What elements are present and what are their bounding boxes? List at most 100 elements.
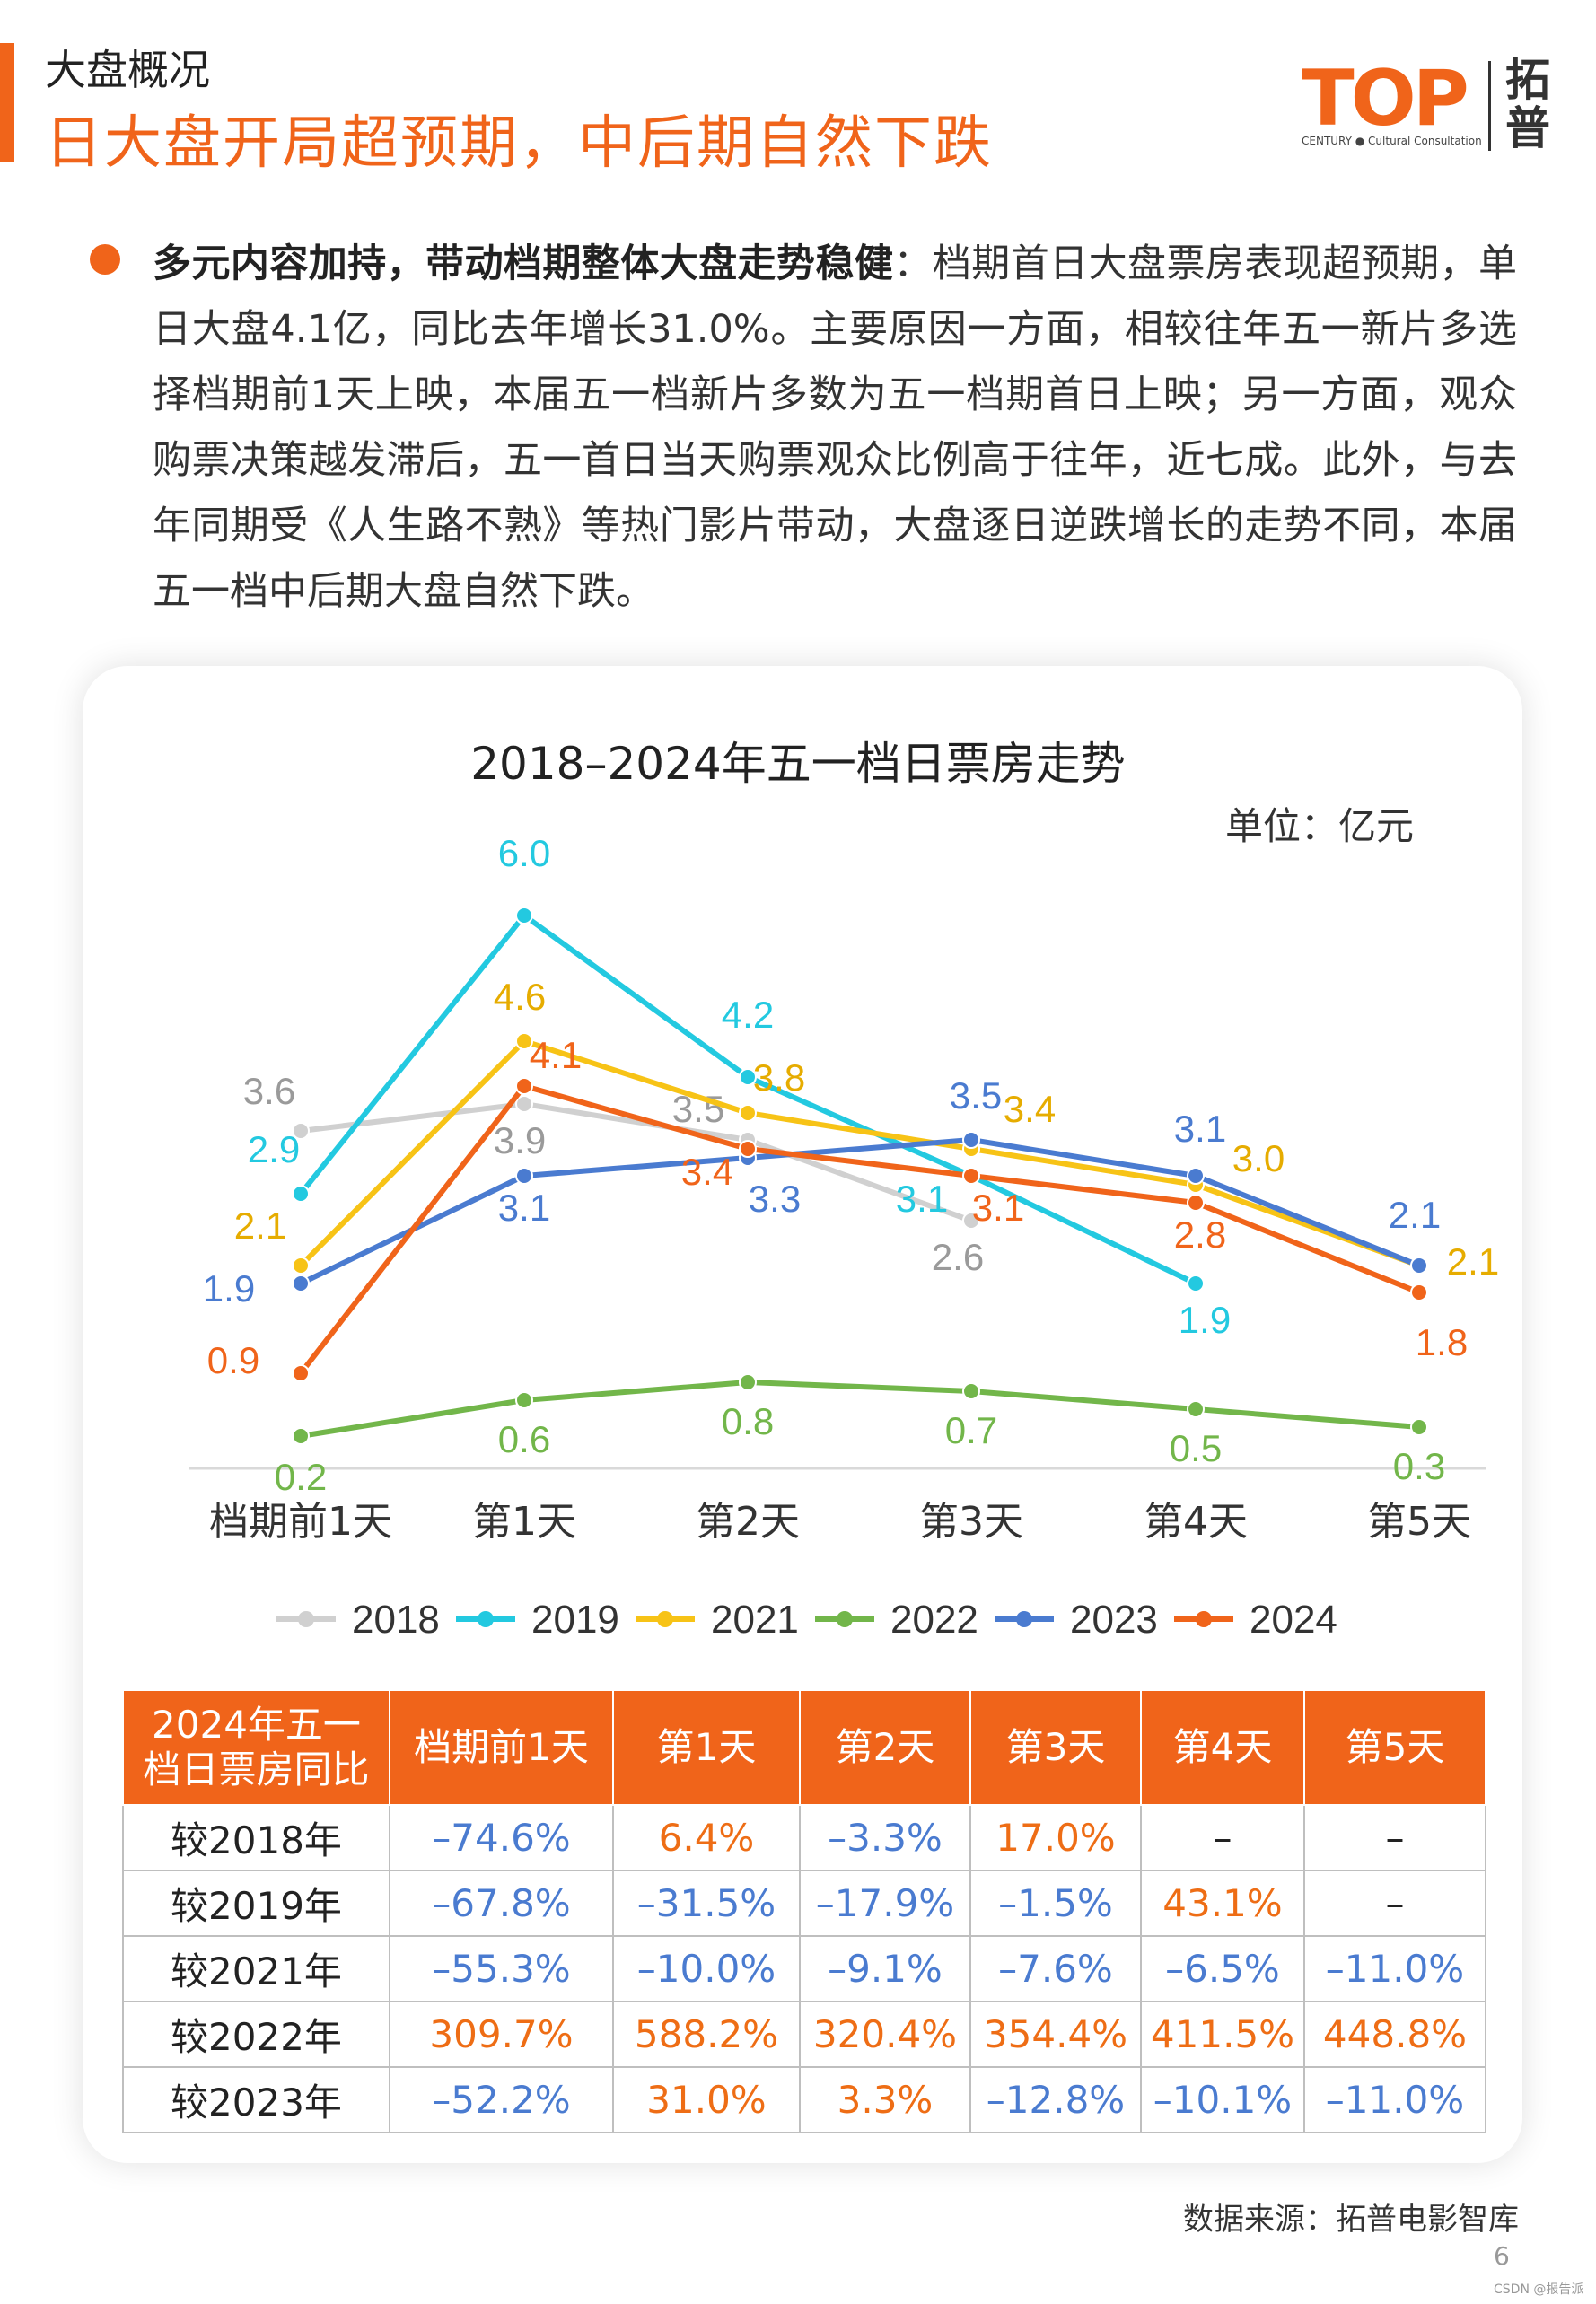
data-point-2022 bbox=[515, 1391, 533, 1409]
legend-item-2022: 2022 bbox=[815, 1598, 978, 1642]
yoy-table: 2024年五一档日票房同比 档期前1天 第1天 第2天 第3天 第4天 第5天 … bbox=[122, 1689, 1486, 2133]
series-line-2023 bbox=[299, 1137, 1421, 1286]
table-cell: 320.4% bbox=[799, 2001, 971, 2068]
table-cell: –10.0% bbox=[612, 1935, 801, 2002]
data-label-2024: 0.9 bbox=[207, 1339, 259, 1381]
data-label-2018: 3.6 bbox=[243, 1070, 295, 1112]
x-tick-label: 第4天 bbox=[1144, 1499, 1248, 1545]
table-row: 较2023年 –52.2% 31.0% 3.3% –12.8% –10.1% –11.0% bbox=[122, 2066, 1486, 2133]
legend-label: 2018 bbox=[352, 1598, 440, 1642]
legend-swatch-dot bbox=[1196, 1611, 1212, 1627]
data-point-2024 bbox=[1410, 1283, 1428, 1301]
data-point-2019 bbox=[739, 1068, 757, 1086]
legend-item-2021: 2021 bbox=[636, 1598, 799, 1642]
x-tick-label: 第3天 bbox=[919, 1499, 1023, 1545]
table-cell: 43.1% bbox=[1140, 1870, 1305, 1937]
data-label-2021: 3.8 bbox=[753, 1056, 805, 1099]
x-tick-label: 第1天 bbox=[472, 1499, 576, 1545]
table-cell: –55.3% bbox=[389, 1935, 614, 2002]
table-cell: –31.5% bbox=[612, 1870, 801, 1937]
data-point-2024 bbox=[1187, 1194, 1205, 1212]
chart-unit: 单位：亿元 bbox=[1225, 804, 1414, 848]
data-label-2023: 3.1 bbox=[498, 1187, 550, 1229]
row-header: 较2018年 bbox=[122, 1804, 390, 1871]
data-label-2024: 2.8 bbox=[1174, 1213, 1226, 1256]
data-point-2023 bbox=[1187, 1167, 1205, 1185]
legend: 2018 2019 2021 2022 2023 2024 bbox=[276, 1598, 1337, 1642]
table-cell: – bbox=[1140, 1804, 1305, 1871]
legend-item-2019: 2019 bbox=[456, 1598, 619, 1642]
data-point-2023 bbox=[1410, 1257, 1428, 1275]
data-point-2024 bbox=[515, 1077, 533, 1095]
table-cell: 3.3% bbox=[799, 2066, 971, 2133]
table-cell: –9.1% bbox=[799, 1935, 971, 2002]
row-header: 较2019年 bbox=[122, 1870, 390, 1937]
data-label-2022: 0.6 bbox=[498, 1418, 550, 1460]
data-point-2018 bbox=[962, 1212, 980, 1230]
data-point-2019 bbox=[292, 1185, 310, 1203]
data-label-2021: 2.1 bbox=[234, 1205, 286, 1247]
data-label-2021: 2.1 bbox=[1447, 1240, 1499, 1283]
data-source: 数据来源：拓普电影智库 bbox=[1183, 2202, 1519, 2238]
data-point-2022 bbox=[962, 1382, 980, 1400]
data-point-2024 bbox=[739, 1140, 757, 1158]
legend-label: 2019 bbox=[531, 1598, 619, 1642]
data-label-2021: 4.6 bbox=[494, 976, 546, 1018]
table-cell: – bbox=[1303, 1870, 1486, 1937]
legend-swatch-dot bbox=[657, 1611, 673, 1627]
legend-item-2024: 2024 bbox=[1174, 1598, 1337, 1642]
legend-swatch-dot bbox=[478, 1611, 494, 1627]
data-label-2019: 2.9 bbox=[248, 1128, 300, 1170]
table-cell: –11.0% bbox=[1303, 2066, 1486, 2133]
data-point-2022 bbox=[1410, 1418, 1428, 1436]
x-tick-label: 档期前1天 bbox=[209, 1499, 392, 1545]
column-header: 第4天 bbox=[1140, 1689, 1305, 1806]
x-tick-label: 第2天 bbox=[696, 1499, 800, 1545]
data-point-2023 bbox=[292, 1275, 310, 1292]
data-label-2023: 2.1 bbox=[1389, 1194, 1441, 1236]
table-corner-header: 2024年五一档日票房同比 bbox=[122, 1689, 390, 1806]
row-header: 较2022年 bbox=[122, 2001, 390, 2068]
data-label-2019: 1.9 bbox=[1179, 1299, 1231, 1341]
table-cell: 6.4% bbox=[612, 1804, 801, 1871]
logo-chinese: 拓普 bbox=[1505, 54, 1550, 154]
series-2018: 3.6 3.9 3.5 2.6 bbox=[243, 1070, 984, 1278]
table-cell: –17.9% bbox=[799, 1870, 971, 1937]
legend-label: 2023 bbox=[1070, 1598, 1158, 1642]
table-cell: –67.8% bbox=[389, 1870, 614, 1937]
data-point-2024 bbox=[962, 1167, 980, 1185]
column-header: 第1天 bbox=[612, 1689, 801, 1806]
table-cell: 17.0% bbox=[969, 1804, 1142, 1871]
series-line-2018 bbox=[300, 1101, 973, 1223]
table-cell: 411.5% bbox=[1140, 2001, 1305, 2068]
table-row: 较2018年 –74.6% 6.4% –3.3% 17.0% – – bbox=[122, 1804, 1486, 1871]
legend-swatch-dot bbox=[837, 1611, 853, 1627]
data-label-2022: 0.7 bbox=[945, 1409, 997, 1451]
table-cell: 354.4% bbox=[969, 2001, 1142, 2068]
legend-item-2023: 2023 bbox=[995, 1598, 1158, 1642]
data-label-2024: 4.1 bbox=[530, 1034, 582, 1076]
summary-paragraph: 多元内容加持，带动档期整体大盘走势稳健：档期首日大盘票房表现超预期，单日大盘4.… bbox=[153, 232, 1517, 625]
table-cell: – bbox=[1303, 1804, 1486, 1871]
series-2019: 2.9 6.0 4.2 3.1 1.9 bbox=[248, 832, 1231, 1341]
table-cell: –1.5% bbox=[969, 1870, 1142, 1937]
legend-label: 2022 bbox=[890, 1598, 978, 1642]
x-tick-layer: 档期前1天 第1天 第2天 第3天 第4天 第5天 bbox=[209, 1499, 1471, 1545]
series-layer: 3.63.93.52.62.96.04.23.11.92.14.63.83.43… bbox=[203, 832, 1499, 1498]
table-cell: 31.0% bbox=[612, 2066, 801, 2133]
data-point-2019 bbox=[1187, 1275, 1205, 1292]
legend-label: 2024 bbox=[1250, 1598, 1337, 1642]
data-point-2018 bbox=[515, 1095, 533, 1113]
data-label-2019: 3.1 bbox=[896, 1178, 948, 1220]
legend-label: 2021 bbox=[711, 1598, 799, 1642]
brand-logo: TOP CENTURY ● Cultural Consultation 拓普 bbox=[1293, 54, 1562, 153]
table-cell: –52.2% bbox=[389, 2066, 614, 2133]
data-point-2022 bbox=[739, 1373, 757, 1391]
data-label-2018: 2.6 bbox=[932, 1236, 984, 1278]
summary-lead: 多元内容加持，带动档期整体大盘走势稳健 bbox=[153, 241, 894, 286]
column-header: 第3天 bbox=[969, 1689, 1142, 1806]
accent-bar bbox=[0, 43, 14, 162]
table-cell: –7.6% bbox=[969, 1935, 1142, 2002]
row-header: 较2021年 bbox=[122, 1935, 390, 2002]
data-label-2018: 3.9 bbox=[494, 1119, 546, 1161]
